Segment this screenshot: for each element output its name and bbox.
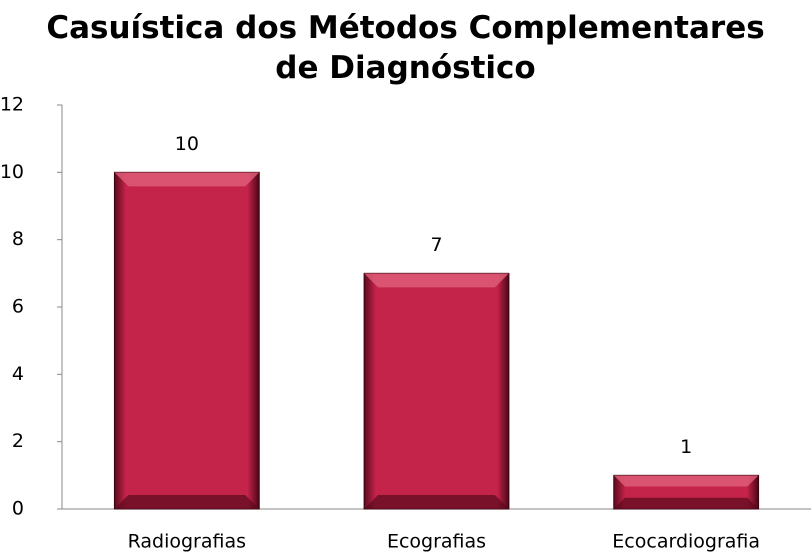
data-label: 10 [175, 133, 199, 155]
data-label: 7 [430, 234, 442, 256]
y-tick-label: 4 [12, 363, 24, 385]
bar-bevel-bottom [613, 497, 759, 509]
bar-bevel-top [114, 172, 260, 187]
y-tick-label: 0 [12, 498, 24, 520]
y-tick-label: 2 [12, 430, 24, 452]
bar [363, 272, 510, 510]
y-tick-label: 8 [12, 228, 24, 250]
x-tick-label: Ecografias [387, 531, 486, 553]
y-tick-label: 6 [12, 296, 24, 318]
bar-bevel-bottom [114, 495, 260, 509]
bar-bevel-bottom [364, 495, 509, 509]
bar-bevel-top [613, 475, 759, 487]
y-tick-label: 10 [0, 161, 24, 183]
data-label: 1 [680, 436, 692, 458]
x-tick-label: Radiografias [128, 531, 246, 553]
bar-bevel-top [364, 273, 509, 288]
chart-title: Casuística dos Métodos Complementares de… [46, 10, 765, 86]
x-tick-label: Ecocardiografia [612, 531, 760, 553]
bar [113, 171, 260, 510]
y-tick-label: 12 [0, 94, 24, 116]
